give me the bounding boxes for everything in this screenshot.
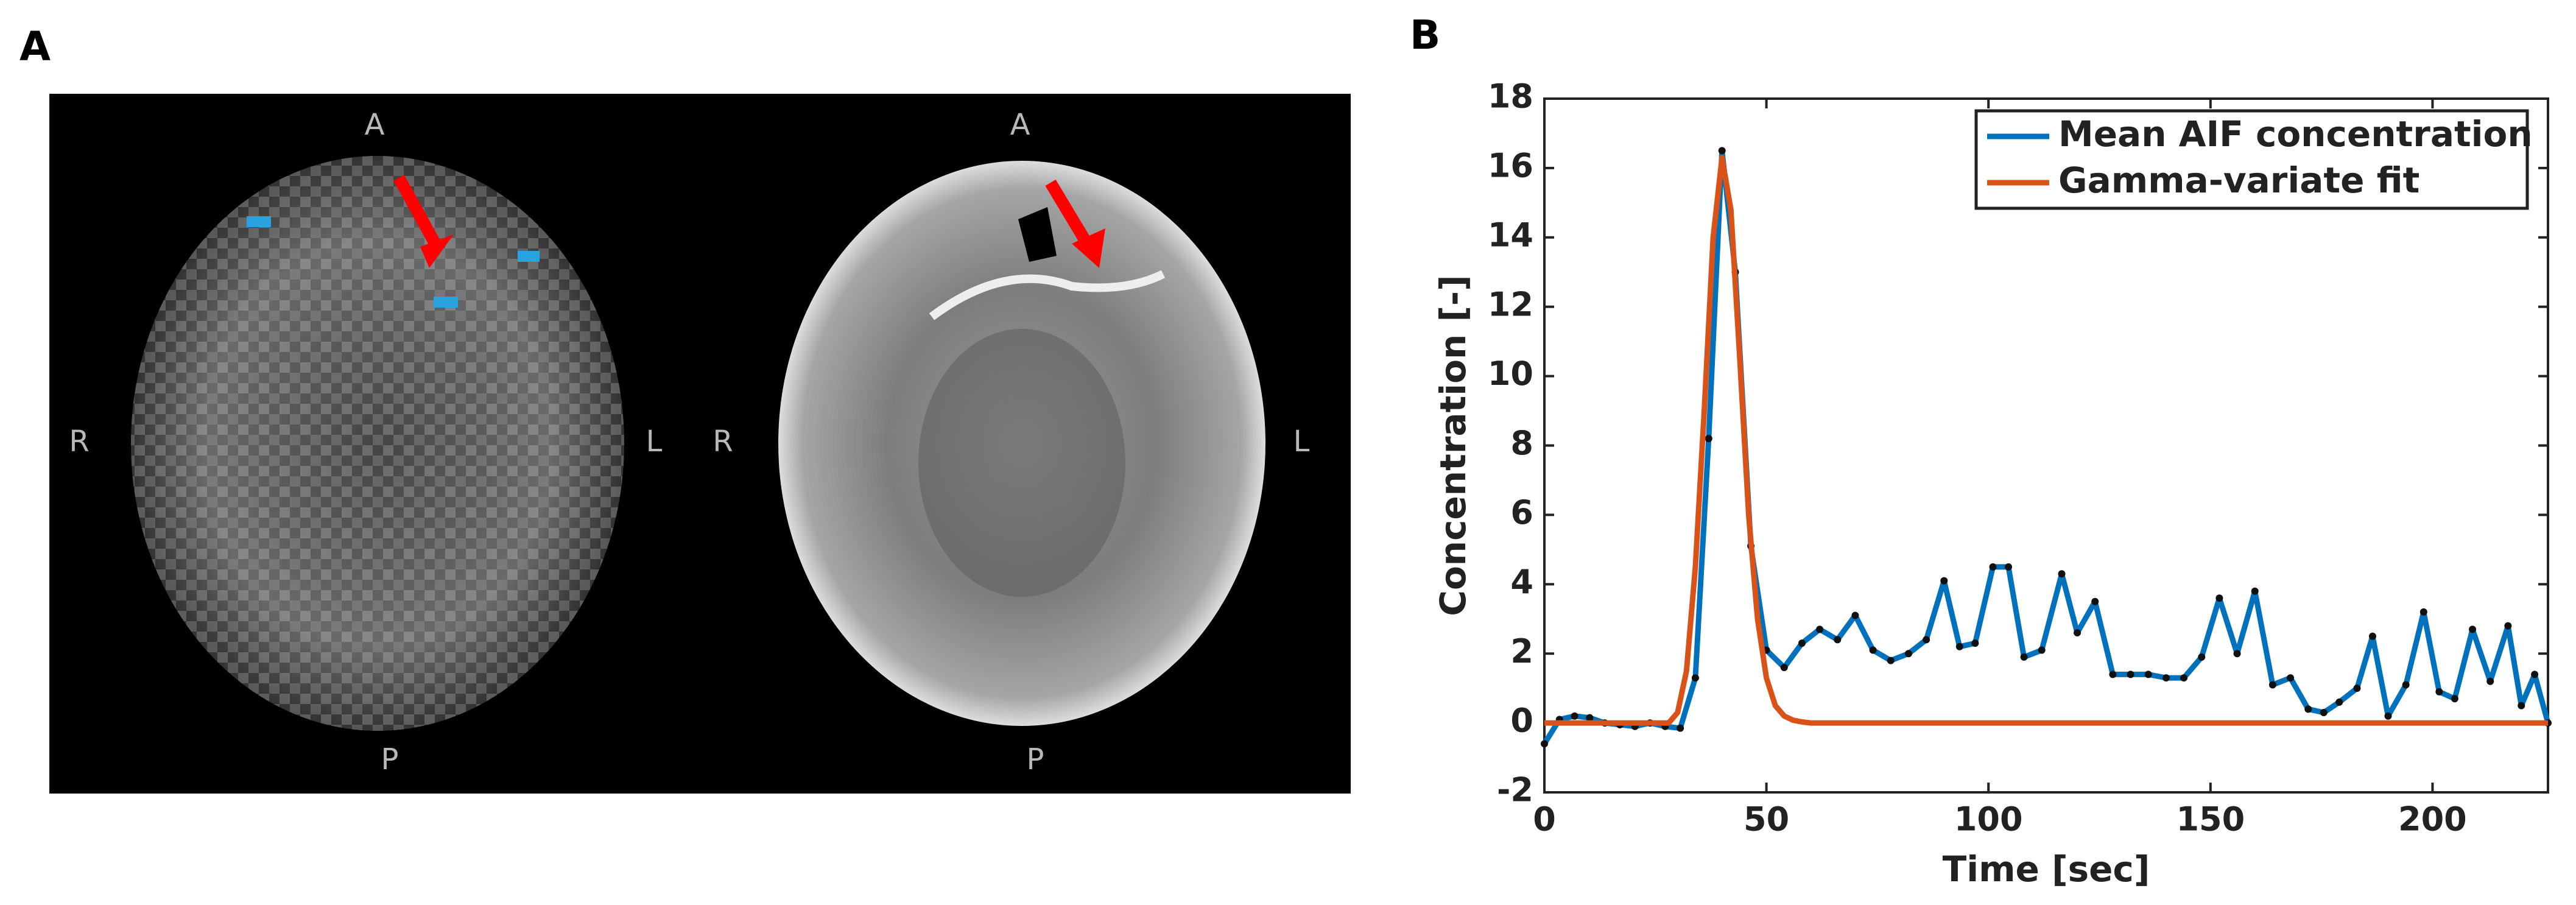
data-point: [2504, 622, 2512, 630]
data-point: [1586, 714, 1594, 722]
data-point: [1834, 636, 1842, 644]
panel-label: B: [1410, 12, 1440, 58]
data-point: [2215, 594, 2223, 602]
data-point: [1571, 712, 1578, 720]
x-tick-label: 200: [2398, 800, 2467, 839]
series-line: [1542, 147, 2551, 745]
data-point: [2469, 625, 2477, 633]
orientation-label: L: [1293, 424, 1310, 459]
data-point: [1940, 577, 1948, 585]
panel-label: A: [19, 23, 51, 70]
legend-box: [1974, 109, 2529, 210]
data-point: [2287, 674, 2295, 682]
data-point: [2091, 597, 2099, 605]
orientation-label: P: [1027, 742, 1044, 776]
y-tick-label: 18: [1488, 77, 1533, 116]
brain-cavity: [1018, 207, 1057, 262]
aif-voxel: [518, 251, 540, 262]
data-point: [2335, 698, 2343, 706]
data-point: [1677, 724, 1684, 732]
legend-label: Mean AIF concentration: [2058, 113, 2533, 155]
data-point: [2402, 681, 2410, 689]
data-point: [1851, 611, 1859, 619]
data-point: [2368, 632, 2376, 640]
y-tick-label: -2: [1497, 771, 1533, 809]
aif-voxel: [434, 297, 458, 308]
data-point: [1541, 740, 1548, 748]
data-point: [2038, 646, 2046, 654]
data-point: [1691, 674, 1699, 682]
data-point: [2020, 653, 2028, 661]
orientation-label: A: [1010, 108, 1030, 142]
data-point: [2531, 671, 2539, 678]
arrow-head: [420, 234, 454, 268]
data-point: [2127, 671, 2134, 678]
data-point: [2451, 695, 2458, 703]
legend-label: Gamma-variate fit: [2058, 160, 2419, 201]
vessel: [929, 270, 1166, 320]
x-tick-label: 150: [2176, 800, 2245, 839]
orientation-label: L: [646, 424, 663, 459]
data-point: [2109, 671, 2117, 678]
data-point: [1904, 650, 1912, 658]
brain-texture: [131, 156, 624, 731]
data-point: [2198, 653, 2206, 661]
arrow: [393, 175, 444, 253]
arrow-head: [1072, 228, 1105, 268]
aif-voxel: [247, 216, 271, 227]
data-point: [1718, 147, 1726, 155]
data-point: [2419, 608, 2427, 616]
data-point: [1923, 636, 1930, 644]
data-point: [2435, 688, 2443, 695]
y-tick-label: 2: [1510, 632, 1533, 671]
y-tick-label: 14: [1488, 216, 1533, 254]
y-tick-label: 0: [1510, 702, 1533, 740]
data-point: [2162, 674, 2170, 682]
x-tick-label: 100: [1954, 800, 2023, 839]
arrow: [1045, 179, 1093, 247]
data-point: [1705, 435, 1712, 443]
x-tick-label: 50: [1744, 800, 1789, 839]
data-point: [2144, 671, 2152, 678]
data-point: [1798, 639, 1806, 647]
data-point: [1971, 639, 1979, 647]
data-point: [2320, 709, 2328, 717]
series-line: [1544, 155, 2548, 726]
y-tick-label: 12: [1488, 285, 1533, 323]
data-point: [1869, 646, 1877, 654]
data-point: [1887, 657, 1895, 664]
data-point: [2251, 587, 2259, 595]
data-point: [2268, 681, 2276, 689]
orientation-label: R: [713, 424, 733, 459]
y-tick-label: 8: [1510, 424, 1533, 462]
brain-structure: [918, 329, 1125, 597]
x-tick-label: 0: [1533, 800, 1556, 839]
orientation-label: R: [69, 424, 89, 459]
y-tick-label: 4: [1510, 563, 1533, 601]
y-tick-label: 16: [1488, 147, 1533, 185]
y-axis-label: Concentration [-]: [1432, 275, 1474, 616]
data-point: [2353, 685, 2361, 692]
data-point: [2486, 677, 2494, 685]
data-point: [2304, 705, 2312, 713]
orientation-label: A: [365, 108, 385, 142]
data-point: [2058, 570, 2066, 578]
data-point: [2384, 712, 2392, 720]
data-point: [2005, 563, 2013, 571]
data-point: [1816, 625, 1824, 633]
x-axis-label: Time [sec]: [1943, 848, 2150, 890]
data-point: [2180, 674, 2188, 682]
data-point: [1780, 663, 1788, 671]
data-point: [2074, 629, 2082, 637]
y-tick-label: 6: [1510, 493, 1533, 532]
data-point: [1989, 563, 1997, 571]
y-tick-label: 10: [1488, 354, 1533, 393]
data-point: [2233, 650, 2241, 658]
orientation-label: P: [381, 742, 399, 776]
data-point: [1955, 643, 1963, 650]
data-point: [2518, 702, 2525, 710]
